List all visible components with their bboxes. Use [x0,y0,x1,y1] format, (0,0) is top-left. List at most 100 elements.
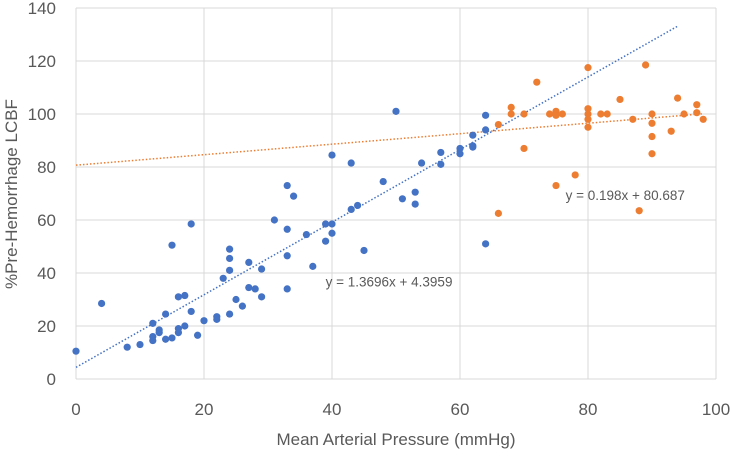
y-axis-title: %Pre-Hemorrhage LCBF [2,99,21,289]
trendline-equation-series-1: y = 0.198x + 80.687 [566,188,685,203]
data-point-series-0 [187,307,195,316]
data-point-series-0 [226,266,234,274]
data-point-series-1 [603,110,611,118]
data-point-series-0 [226,310,234,318]
data-point-series-0 [219,274,227,282]
data-point-series-0 [155,329,163,337]
data-point-series-0 [322,237,330,245]
data-point-series-0 [354,201,362,210]
data-point-series-1 [693,101,701,109]
data-point-series-1 [520,144,528,153]
data-point-series-0 [136,340,144,349]
data-point-series-0 [162,335,170,343]
data-point-series-1 [494,121,502,129]
y-tick-label: 100 [28,105,56,124]
data-point-series-0 [238,302,246,310]
data-point-series-0 [347,159,355,167]
data-point-series-0 [437,160,445,168]
data-point-series-0 [309,262,317,270]
y-tick-label: 60 [37,211,56,230]
data-point-series-0 [226,245,234,253]
x-tick-label: 20 [195,400,214,419]
data-point-series-0 [251,285,259,293]
data-point-series-0 [392,107,400,115]
data-point-series-0 [174,293,182,301]
tick-labels: 0 20 40 60 80 100 120 140 0 20 40 60 80 100 [28,0,731,419]
data-point-series-1 [674,94,682,102]
data-point-series-1 [584,64,592,72]
data-point-series-0 [328,229,336,237]
data-point-series-0 [174,329,182,337]
data-point-series-0 [437,148,445,157]
data-point-series-0 [411,200,419,208]
data-point-series-1 [571,171,579,179]
y-tick-label: 40 [37,264,56,283]
data-point-series-0 [194,331,202,339]
data-point-series-0 [482,126,490,134]
trendline-equations: y = 1.3696x + 4.3959 y = 0.198x + 80.687 [326,188,685,289]
data-point-series-0 [456,144,464,153]
data-point-series-0 [226,254,234,263]
data-point-series-1 [507,103,515,111]
y-tick-label: 120 [28,52,56,71]
data-point-series-1 [693,109,701,117]
data-point-series-0 [258,293,266,301]
data-point-series-1 [494,209,502,217]
data-point-series-0 [482,111,490,119]
x-axis-title: Mean Arterial Pressure (mmHg) [276,430,515,449]
data-point-series-0 [302,230,310,239]
data-point-series-0 [270,216,278,224]
data-point-series-0 [469,131,477,139]
data-point-series-0 [456,150,464,158]
data-point-series-1 [667,127,675,135]
data-point-series-1 [648,110,656,118]
x-tick-label: 100 [702,400,730,419]
data-point-series-0 [418,159,426,167]
data-point-series-0 [149,336,157,345]
data-point-series-0 [482,240,490,248]
data-point-series-1 [597,110,605,118]
data-point-series-1 [520,110,528,118]
data-point-series-1 [699,115,707,123]
data-point-series-1 [552,181,560,190]
x-tick-label: 80 [579,400,598,419]
data-point-series-0 [232,295,240,304]
data-point-series-0 [398,195,406,203]
data-point-series-1 [635,207,643,215]
data-point-series-1 [648,150,656,158]
data-point-series-0 [181,322,189,330]
data-point-series-1 [584,123,592,131]
data-point-series-0 [322,220,330,228]
data-point-series-0 [168,241,176,249]
y-tick-label: 0 [47,370,56,389]
data-point-series-0 [168,334,176,342]
data-point-series-1 [642,61,650,69]
data-point-series-0 [213,315,221,323]
data-point-series-0 [258,265,266,273]
data-point-series-0 [328,151,336,159]
data-point-series-0 [379,177,387,186]
data-point-series-0 [283,285,291,293]
data-point-series-0 [328,220,336,228]
data-point-series-0 [245,283,253,292]
data-point-series-0 [187,220,195,228]
data-point-series-1 [584,110,592,118]
trendline-series-1 [75,113,704,166]
data-point-series-0 [162,310,170,318]
data-point-series-1 [629,115,637,123]
x-tick-label: 0 [71,400,80,419]
data-point-series-1 [533,78,541,86]
trendline-equation-series-0: y = 1.3696x + 4.3959 [326,274,453,289]
data-point-series-0 [283,181,291,190]
data-point-series-1 [584,105,592,113]
data-point-series-0 [245,258,253,266]
data-point-series-0 [149,319,157,327]
data-point-series-0 [123,343,131,351]
y-tick-label: 140 [28,0,56,18]
data-point-series-0 [283,225,291,233]
y-tick-label: 20 [37,317,56,336]
data-point-series-1 [648,132,656,141]
data-point-series-0 [360,246,368,255]
data-points [72,61,707,355]
